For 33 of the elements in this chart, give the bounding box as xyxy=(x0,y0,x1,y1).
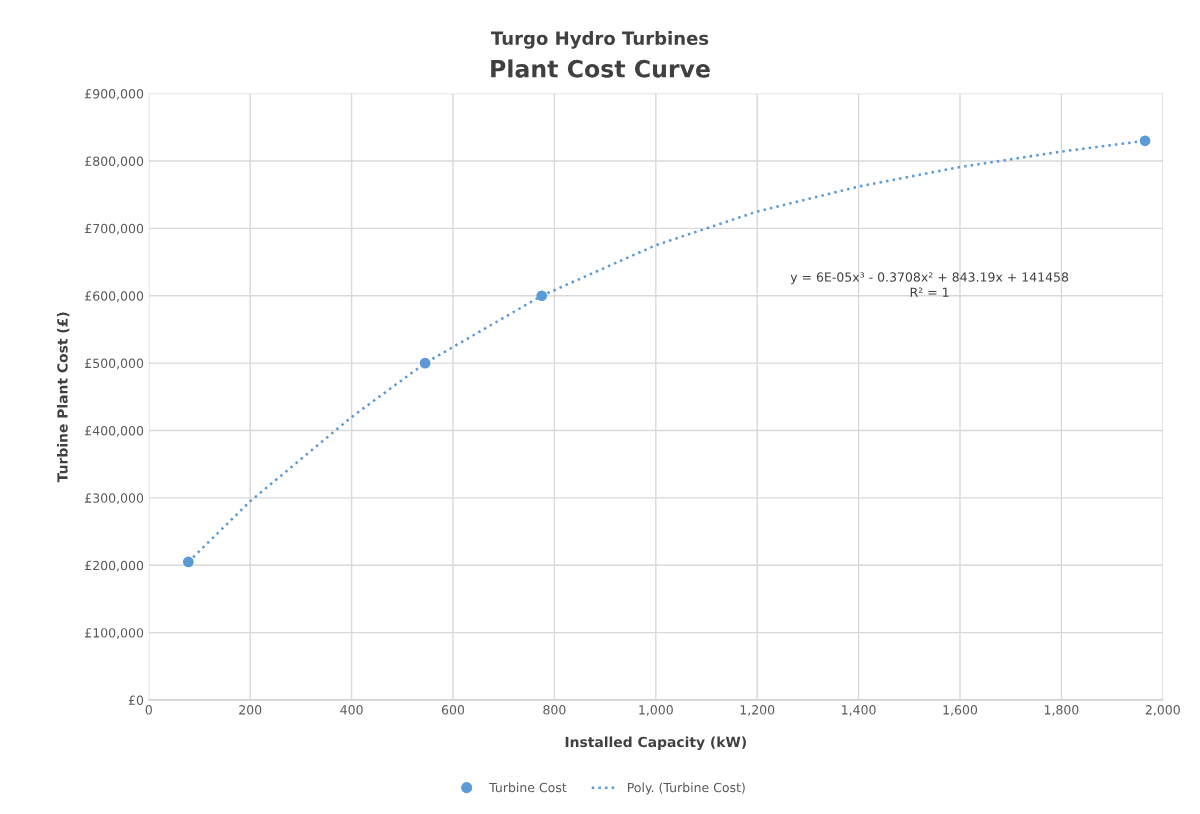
legend-label: Turbine Cost xyxy=(489,782,567,793)
y-tick-label: £400,000 xyxy=(85,425,144,437)
y-tick-label: £100,000 xyxy=(85,628,144,639)
point xyxy=(419,357,431,369)
chart-subtitle: Turgo Hydro Turbines xyxy=(491,31,709,49)
annotation: y = 6E-05x³ - 0.3708x² + 843.19x + 141458 xyxy=(790,272,1069,285)
legend-label: Poly. (Turbine Cost) xyxy=(627,782,745,795)
y-tick-label: £300,000 xyxy=(85,493,144,505)
point xyxy=(536,290,548,302)
y-tick-label: £900,000 xyxy=(85,89,144,100)
annotation: R² = 1 xyxy=(910,287,949,297)
x-tick-label: 1,400 xyxy=(842,705,876,716)
x-tick-label: 1,800 xyxy=(1044,705,1079,716)
x-tick-label: 2,000 xyxy=(1145,705,1180,716)
x-tick-label: 0 xyxy=(145,705,152,715)
y-tick-label: £0 xyxy=(128,695,144,705)
y-tick-label: £200,000 xyxy=(85,560,144,572)
y-tick-label: £800,000 xyxy=(85,156,144,168)
x-tick-label: 600 xyxy=(441,705,465,715)
point xyxy=(1139,135,1151,147)
y-tick-label: £700,000 xyxy=(85,223,144,235)
x-axis-title: Installed Capacity (kW) xyxy=(565,736,746,750)
x-tick-label: 1,200 xyxy=(740,705,775,716)
x-tick-label: 1,000 xyxy=(639,705,673,716)
x-tick-label: 800 xyxy=(543,705,566,715)
x-tick-label: 1,600 xyxy=(943,705,978,716)
x-tick-label: 200 xyxy=(239,705,262,715)
y-axis-title: Turbine Plant Cost (£) xyxy=(56,312,70,483)
y-tick-label: £500,000 xyxy=(85,358,144,370)
x-tick-label: 400 xyxy=(340,705,363,715)
y-tick-label: £600,000 xyxy=(85,291,144,302)
chart-title: Plant Cost Curve xyxy=(491,59,710,78)
point xyxy=(182,556,194,568)
